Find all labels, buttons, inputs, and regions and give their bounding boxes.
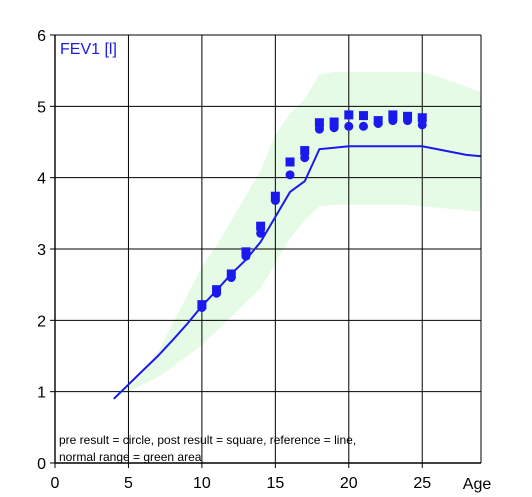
legend-note-line-1: pre result = circle, post result = squar… <box>59 433 356 447</box>
normal-range-layer <box>113 72 482 399</box>
post-result-point <box>329 117 339 127</box>
post-result-point <box>373 116 383 126</box>
y-tick-label: 0 <box>37 456 46 473</box>
y-tick-label: 6 <box>37 28 46 45</box>
post-result-point <box>241 247 251 257</box>
y-tick-label: 3 <box>37 242 46 259</box>
pre-result-point <box>344 121 354 131</box>
chart-title: FEV1 [l] <box>60 41 117 58</box>
x-tick-label: 15 <box>266 475 284 492</box>
y-tick-label: 1 <box>37 385 46 402</box>
reference-line-layer <box>113 145 482 400</box>
x-tick-label: 10 <box>193 475 211 492</box>
post-result-point <box>256 221 266 231</box>
pre-result-point <box>285 170 295 180</box>
post-result-point <box>403 111 413 121</box>
y-tick-label: 5 <box>37 99 46 116</box>
pre-result-point <box>300 153 310 163</box>
post-result-point <box>226 269 236 279</box>
x-tick-label: 25 <box>413 475 431 492</box>
pre-result-point <box>358 121 368 131</box>
data-points-layer <box>197 110 427 312</box>
axis-layer: 0 5 10 15 20 25 0 1 2 3 4 5 6 <box>37 28 482 492</box>
post-result-point <box>314 118 324 128</box>
legend-note-line-2: normal range = green area <box>59 450 202 464</box>
y-tick-label: 2 <box>37 313 46 330</box>
post-result-point <box>212 285 222 295</box>
post-result-point <box>417 113 427 123</box>
normal-range-area <box>113 72 482 399</box>
post-result-point <box>285 157 295 167</box>
pre-result-point <box>256 228 266 238</box>
x-tick-label: 0 <box>51 475 60 492</box>
post-result-point <box>270 191 280 201</box>
post-result-point <box>197 300 207 310</box>
pre-result-point <box>417 120 427 130</box>
reference-line <box>113 145 482 400</box>
post-result-point <box>300 146 310 156</box>
x-tick-label: 20 <box>340 475 358 492</box>
post-result-point <box>388 110 398 120</box>
x-tick-label: 5 <box>124 475 133 492</box>
post-result-point <box>344 110 354 120</box>
x-axis-label: Age <box>463 476 492 493</box>
post-result-point <box>358 111 368 121</box>
y-tick-label: 4 <box>37 171 46 188</box>
